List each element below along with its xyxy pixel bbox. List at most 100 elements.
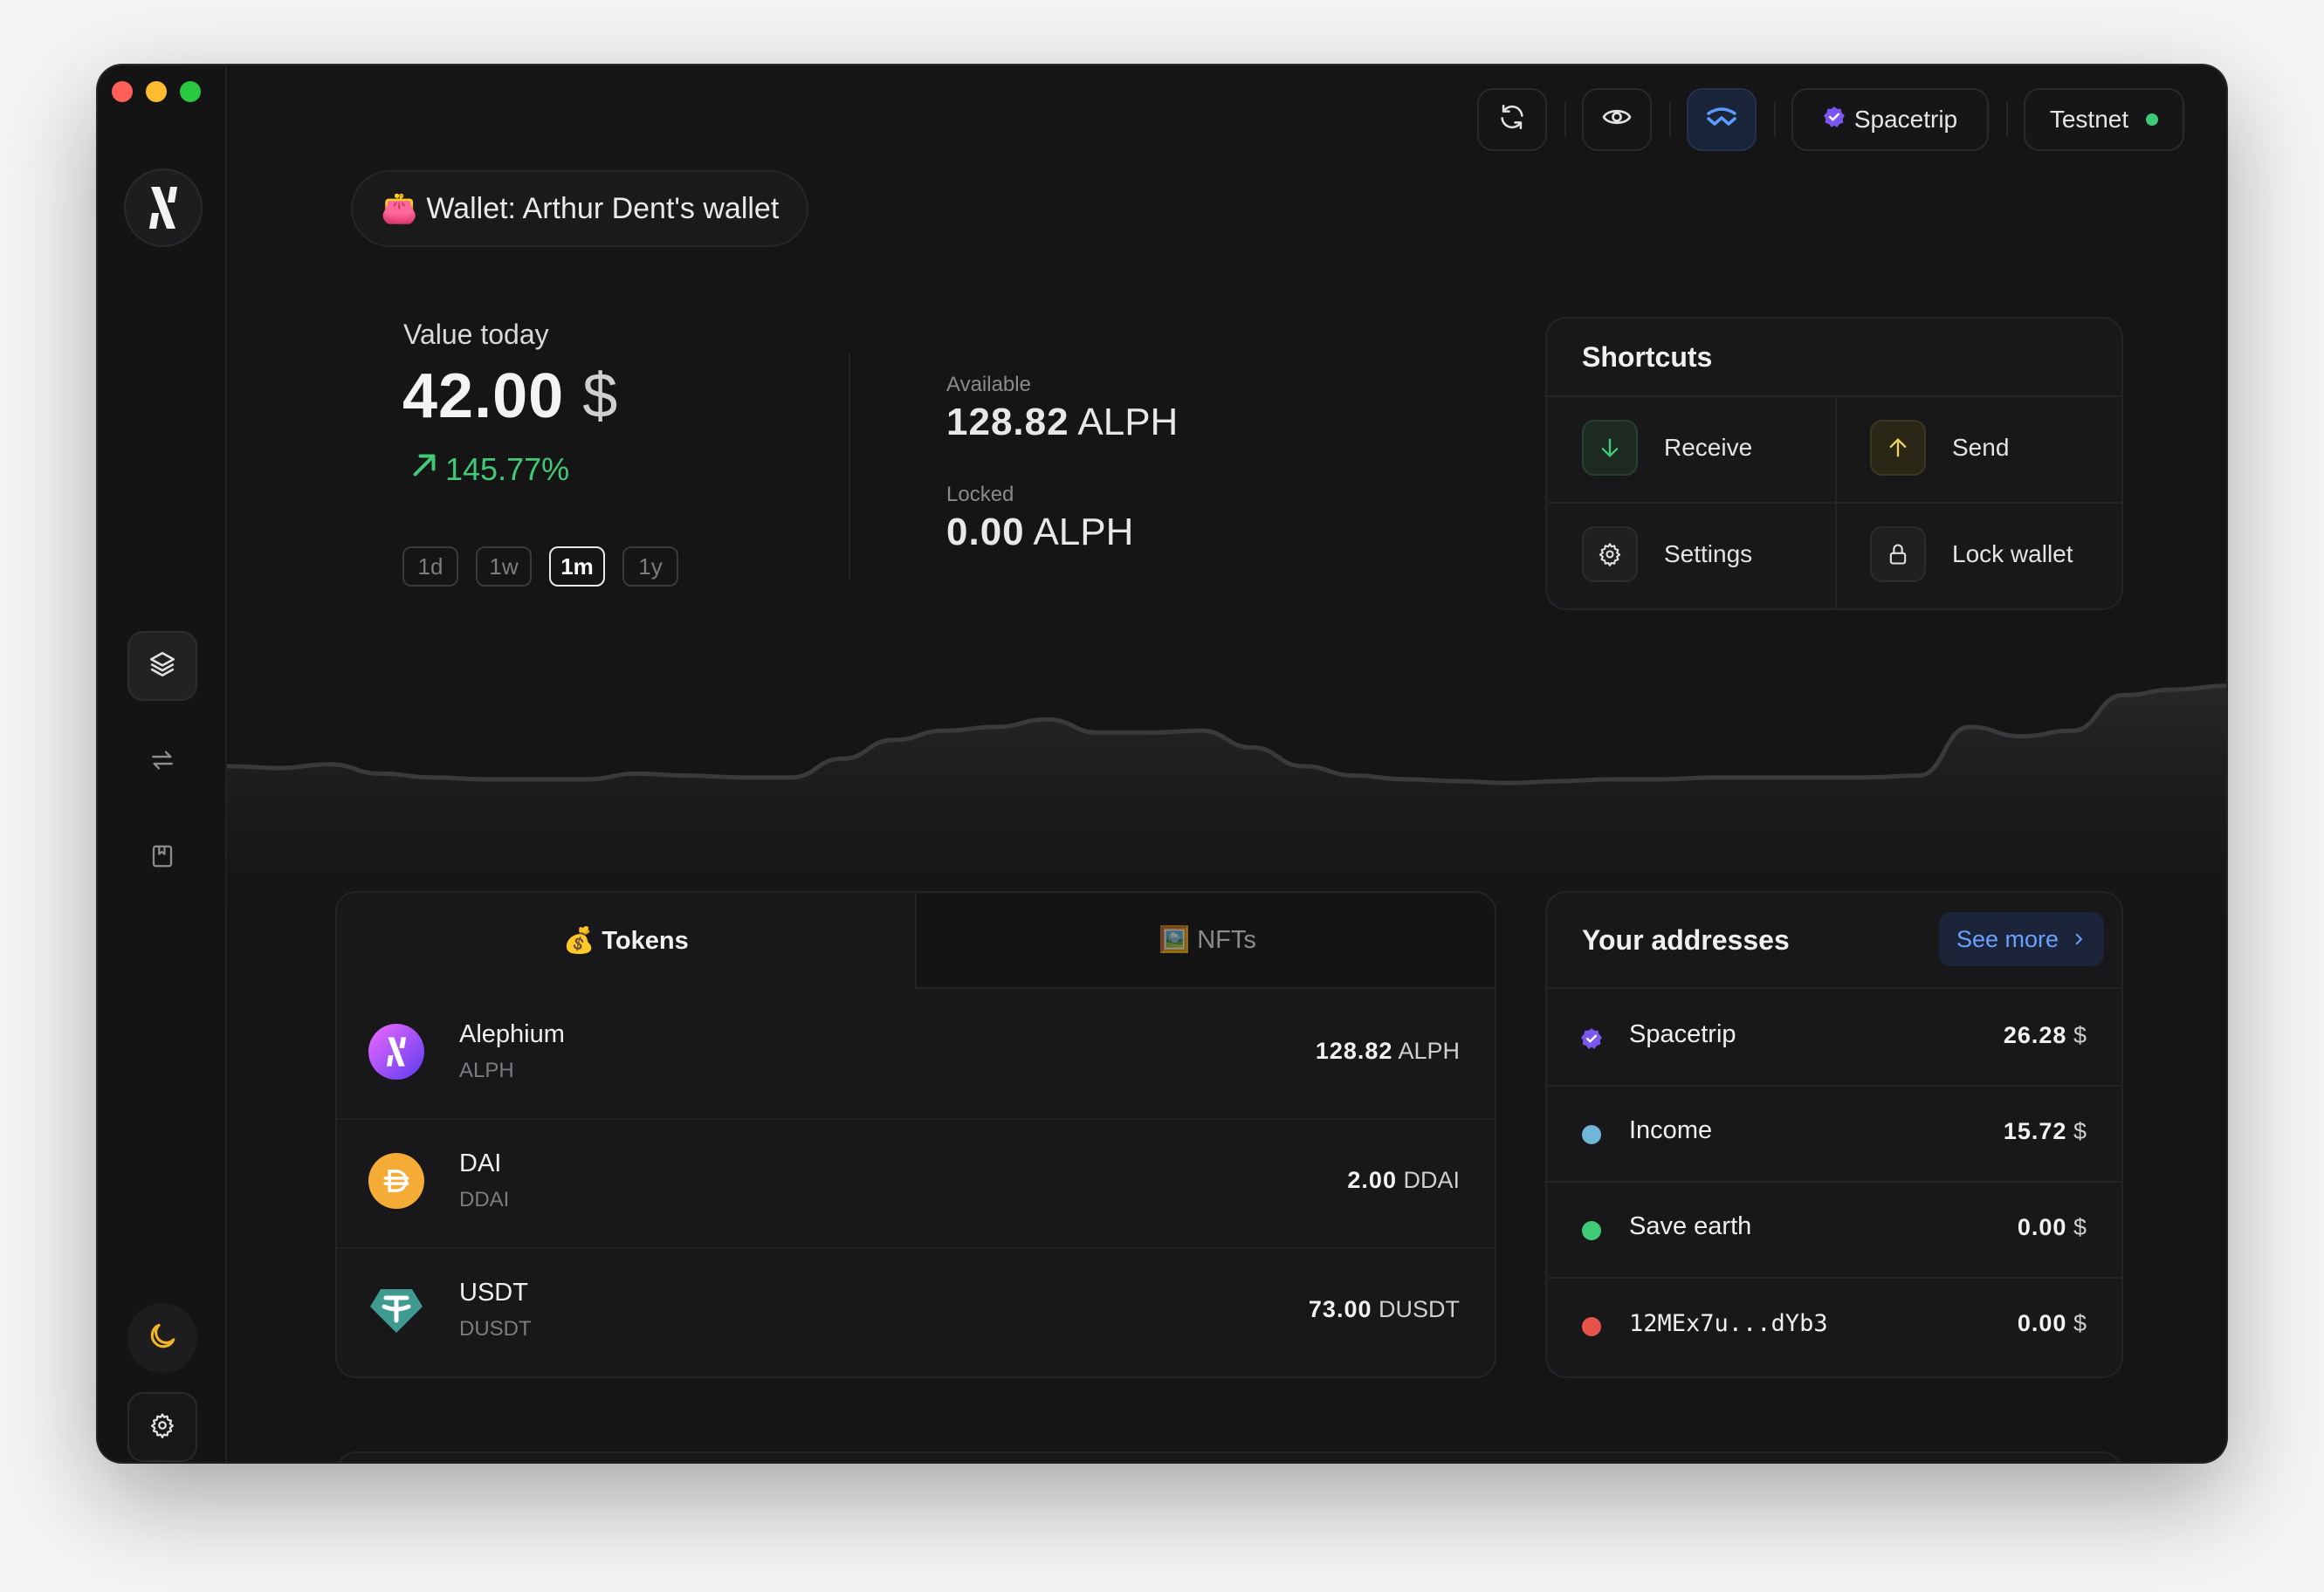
period-1m-button[interactable]: 1m: [549, 546, 605, 587]
verified-badge-icon: [1823, 106, 1846, 134]
tab-nfts[interactable]: 🖼️ NFTs: [915, 893, 1495, 989]
token-amount: 73.00 DUSDT: [1309, 1296, 1460, 1323]
divider: [1547, 987, 2121, 989]
receive-shortcut[interactable]: Receive: [1582, 420, 1752, 476]
address-value-amount: 15.72: [2003, 1118, 2067, 1144]
verified-badge-icon: [1580, 1027, 1603, 1050]
wallet-value-currency: $: [582, 361, 619, 431]
token-row[interactable]: DAI DDAI 2.00 DDAI: [337, 1118, 1495, 1247]
token-amount-unit: DUSDT: [1379, 1296, 1460, 1322]
value-today-label: Value today: [403, 319, 549, 350]
walletconnect-button[interactable]: [1687, 88, 1757, 151]
wallet-name-pill[interactable]: 👛 Wallet: Arthur Dent's wallet: [351, 170, 809, 247]
divider: [1547, 502, 2121, 504]
available-unit: ALPH: [1077, 401, 1179, 443]
tether-icon: [368, 1282, 424, 1338]
default-address-button[interactable]: Spacetrip: [1791, 88, 1989, 151]
sidebar-item-transfers[interactable]: [127, 727, 197, 797]
moon-icon: [146, 1320, 179, 1357]
address-color-dot: [1582, 1125, 1601, 1144]
network-button[interactable]: Testnet: [2024, 88, 2184, 151]
receive-label: Receive: [1664, 434, 1753, 461]
app-window: Spacetrip Testnet 👛 Wallet: Arthur Dent'…: [98, 65, 2226, 1462]
see-more-button[interactable]: See more: [1938, 912, 2104, 966]
address-row[interactable]: Spacetrip 26.28 $: [1547, 989, 2121, 1085]
addresses-card: Your addresses See more Spacetrip 26.28 …: [1545, 891, 2123, 1378]
tab-tokens[interactable]: 💰 Tokens: [337, 893, 915, 989]
period-1d-button[interactable]: 1d: [402, 546, 458, 587]
token-row[interactable]: Alephium ALPH 128.82 ALPH: [337, 989, 1495, 1118]
token-amount-value: 2.00: [1347, 1167, 1397, 1193]
header-separator: [2006, 102, 2008, 137]
period-1y-button[interactable]: 1y: [622, 546, 678, 587]
token-symbol: DDAI: [459, 1188, 510, 1211]
wallet-value: 42.00 $: [402, 360, 618, 432]
address-color-dot: [1582, 1317, 1601, 1336]
minimize-window-button[interactable]: [146, 81, 167, 102]
available-balance: 128.82 ALPH: [946, 401, 1178, 444]
refresh-button[interactable]: [1477, 88, 1547, 151]
address-label: Save earth: [1629, 1212, 1752, 1240]
divider: [1547, 1277, 2121, 1279]
token-amount: 2.00 DDAI: [1347, 1167, 1460, 1194]
address-label: Income: [1629, 1116, 1713, 1144]
wallet-value-amount: 42.00: [402, 361, 565, 431]
address-row[interactable]: Save earth 0.00 $: [1547, 1181, 2121, 1277]
address-value-amount: 26.28: [2003, 1022, 2067, 1048]
sidebar-settings-button[interactable]: [127, 1392, 197, 1462]
arrows-exchange-icon: [148, 746, 176, 779]
period-1w-button[interactable]: 1w: [476, 546, 532, 587]
address-row[interactable]: 12MEx7u...dYb3 0.00 $: [1547, 1277, 2121, 1373]
token-name: DAI: [459, 1149, 502, 1177]
sidebar-item-overview[interactable]: [127, 631, 197, 701]
theme-toggle[interactable]: [127, 1303, 197, 1373]
close-window-button[interactable]: [112, 81, 133, 102]
lock-wallet-label: Lock wallet: [1952, 540, 2073, 567]
available-label: Available: [946, 373, 1031, 396]
address-value-currency: $: [2073, 1214, 2087, 1240]
divider: [337, 1247, 1495, 1249]
overview-divider: [849, 353, 850, 580]
divider: [1547, 1085, 2121, 1087]
alephium-logo: [124, 168, 203, 247]
gear-icon: [149, 1412, 175, 1443]
value-history-chart: [227, 683, 2226, 947]
eye-icon: [1601, 101, 1633, 139]
sidebar: [98, 65, 227, 1462]
period-selector: 1d 1w 1m 1y: [402, 546, 678, 587]
transactions-card: [335, 1451, 2123, 1462]
default-address-label: Spacetrip: [1853, 106, 1958, 133]
token-amount-value: 128.82: [1315, 1038, 1393, 1064]
token-row[interactable]: USDT DUSDT 73.00 DUSDT: [337, 1247, 1495, 1376]
arrow-up-right-icon: [409, 449, 440, 489]
address-value: 15.72 $: [2004, 1118, 2087, 1145]
divider: [337, 1118, 1495, 1120]
address-value-currency: $: [2073, 1118, 2087, 1144]
token-name: USDT: [459, 1279, 528, 1307]
window-controls: [112, 81, 201, 102]
tab-tokens-label: Tokens: [602, 926, 689, 955]
address-value-amount: 0.00: [2017, 1310, 2067, 1336]
settings-label: Settings: [1664, 540, 1753, 567]
token-amount-value: 73.00: [1308, 1296, 1372, 1322]
token-amount-unit: DDAI: [1403, 1167, 1460, 1193]
toggle-discreet-mode-button[interactable]: [1582, 88, 1652, 151]
shortcuts-title: Shortcuts: [1582, 341, 1713, 373]
settings-shortcut[interactable]: Settings: [1582, 526, 1752, 582]
available-amount: 128.82: [946, 401, 1069, 443]
token-amount-unit: ALPH: [1398, 1038, 1460, 1064]
token-symbol: ALPH: [459, 1059, 514, 1082]
maximize-window-button[interactable]: [180, 81, 201, 102]
address-value: 0.00 $: [2018, 1214, 2087, 1241]
address-value-amount: 0.00: [2017, 1214, 2067, 1240]
picture-icon: 🖼️: [1159, 926, 1191, 954]
lock-wallet-shortcut[interactable]: Lock wallet: [1870, 526, 2073, 582]
chart-area: [227, 685, 2226, 947]
address-row[interactable]: Income 15.72 $: [1547, 1085, 2121, 1181]
locked-balance: 0.00 ALPH: [946, 511, 1133, 554]
send-shortcut[interactable]: Send: [1870, 420, 2009, 476]
header-separator: [1774, 102, 1776, 137]
divider: [1547, 1181, 2121, 1183]
alephium-icon: [368, 1024, 424, 1080]
sidebar-item-address-book[interactable]: [127, 823, 197, 893]
